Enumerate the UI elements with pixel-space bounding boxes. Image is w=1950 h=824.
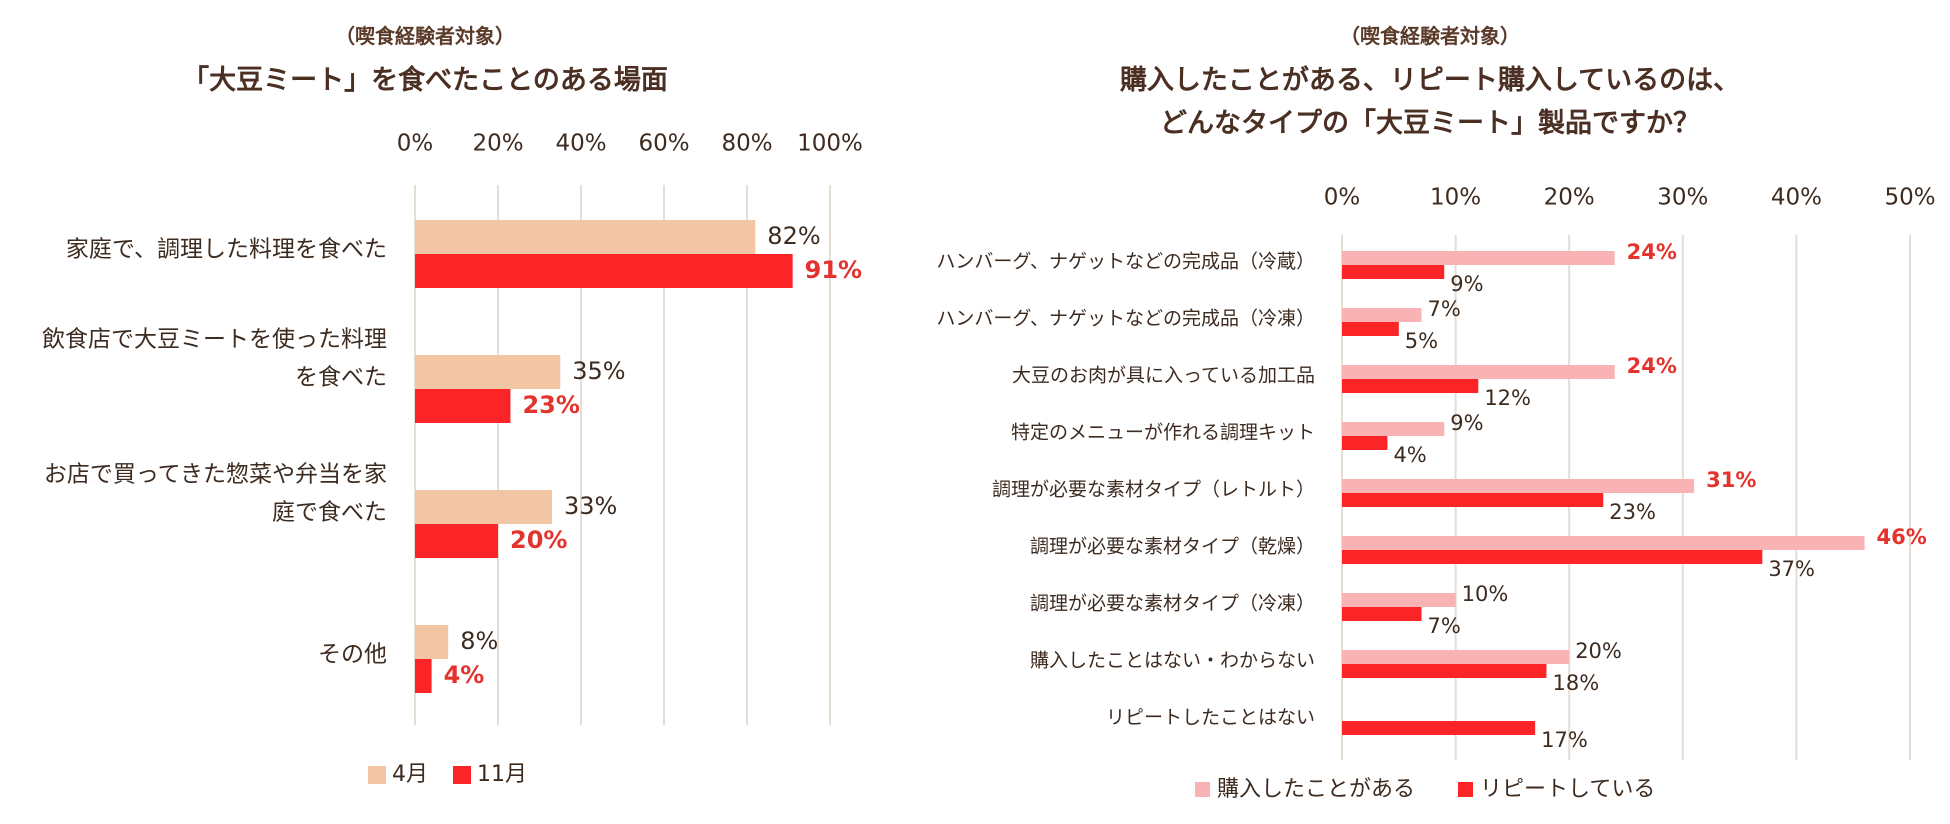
bar-november [415, 659, 432, 693]
data-label: 4% [1393, 443, 1426, 467]
bar-november [415, 524, 498, 558]
left-chart-title: 「大豆ミート」を食べたことのある場面 [182, 65, 668, 96]
x-tick-label: 40% [1771, 185, 1822, 211]
bar-repeat [1342, 493, 1604, 507]
bar-purchased [1342, 593, 1456, 607]
data-label: 24% [1627, 240, 1677, 264]
data-label: 4% [444, 661, 485, 689]
data-label: 7% [1428, 297, 1461, 321]
data-label: 12% [1484, 386, 1531, 410]
x-tick-label: 60% [638, 131, 689, 157]
data-label: 46% [1877, 525, 1927, 549]
legend-label: リピートしている [1480, 777, 1655, 802]
data-label: 20% [510, 526, 567, 554]
data-label: 33% [564, 492, 617, 520]
data-label: 82% [767, 222, 820, 250]
right-chart-title-line2: どんなタイプの「大豆ミート」製品ですか？ [1160, 108, 1700, 139]
category-label: ハンバーグ、ナゲットなどの完成品（冷蔵） [936, 251, 1315, 273]
data-label: 24% [1627, 354, 1677, 378]
data-label: 23% [1609, 500, 1656, 524]
left-chart-subtitle: （喫食経験者対象） [335, 24, 515, 48]
bar-repeat [1342, 721, 1536, 735]
bar-purchased [1342, 479, 1695, 493]
bar-repeat [1342, 607, 1422, 621]
category-label: 特定のメニューが作れる調理キット [1011, 422, 1315, 444]
data-label: 17% [1541, 728, 1588, 752]
legend-swatch [453, 766, 471, 784]
bar-repeat [1342, 322, 1399, 336]
bar-november [415, 254, 793, 288]
data-label: 8% [460, 627, 498, 655]
bar-april [415, 220, 756, 254]
x-tick-label: 40% [555, 131, 606, 157]
x-tick-label: 20% [472, 131, 523, 157]
category-label: 飲食店で大豆ミートを使った料理 [42, 327, 387, 353]
left-chart-svg: 0% 20% 40% 60% 80% 100% 家庭で、調理した料理を食べた 82% 91% 飲食… [42, 131, 863, 788]
left-chart-panel: （喫食経験者対象） 「大豆ミート」を食べたことのある場面 0% 20% 40% 60%… [0, 0, 890, 824]
data-label: 10% [1462, 582, 1509, 606]
bar-purchased [1342, 422, 1445, 436]
x-tick-label: 10% [1430, 185, 1481, 211]
data-label: 20% [1575, 639, 1622, 663]
right-chart-svg: 0% 10% 20% 30% 40% 50% ハンバーグ、ナゲットなどの完成品（冷蔵） 24%… [936, 185, 1935, 803]
data-label: 37% [1768, 557, 1815, 581]
bar-april [415, 625, 449, 659]
data-label: 23% [522, 391, 579, 419]
data-label: 9% [1450, 411, 1483, 435]
bar-repeat [1342, 436, 1388, 450]
legend-swatch [1458, 782, 1473, 797]
category-label: 大豆のお肉が具に入っている加工品 [1012, 365, 1315, 387]
category-label: を食べた [295, 365, 387, 391]
x-tick-label: 0% [1324, 185, 1361, 211]
category-label: その他 [318, 642, 387, 668]
data-label: 7% [1428, 614, 1461, 638]
bar-purchased [1342, 365, 1615, 379]
x-tick-label: 50% [1884, 185, 1935, 211]
bar-purchased [1342, 650, 1570, 664]
bar-april [415, 490, 552, 524]
bar-purchased [1342, 251, 1615, 265]
category-label: リピートしたことはない [1106, 707, 1315, 729]
category-label: 庭で食べた [272, 500, 387, 526]
legend-label: 11月 [477, 762, 527, 787]
data-label: 31% [1706, 468, 1756, 492]
x-tick-label: 20% [1544, 185, 1595, 211]
category-label: 調理が必要な素材タイプ（乾燥） [1030, 536, 1315, 558]
right-chart-title-line1: 購入したことがある、リピート購入しているのは、 [1119, 65, 1741, 96]
legend-label: 4月 [392, 762, 428, 787]
category-label: 購入したことはない・わからない [1030, 650, 1315, 672]
bar-april [415, 355, 561, 389]
legend-swatch [368, 766, 386, 784]
bar-repeat [1342, 379, 1479, 393]
right-chart-subtitle: （喫食経験者対象） [1340, 24, 1520, 48]
bar-repeat [1342, 664, 1547, 678]
right-chart-panel: （喫食経験者対象） 購入したことがある、リピート購入しているのは、 どんなタイプ… [890, 0, 1950, 824]
x-tick-label: 80% [721, 131, 772, 157]
data-label: 5% [1405, 329, 1438, 353]
legend-swatch [1195, 782, 1210, 797]
bar-purchased [1342, 536, 1865, 550]
data-label: 9% [1450, 272, 1483, 296]
category-label: 調理が必要な素材タイプ（冷凍） [1030, 593, 1315, 615]
x-tick-label: 30% [1657, 185, 1708, 211]
x-tick-label: 0% [397, 131, 434, 157]
data-label: 91% [805, 256, 862, 284]
category-label: お店で買ってきた惣菜や弁当を家 [44, 462, 387, 488]
bar-purchased [1342, 308, 1422, 322]
category-label: 家庭で、調理した料理を食べた [66, 237, 387, 263]
bar-november [415, 389, 511, 423]
data-label: 18% [1552, 671, 1599, 695]
data-label: 35% [572, 357, 625, 385]
x-tick-label: 100% [797, 131, 863, 157]
category-label: 調理が必要な素材タイプ（レトルト） [992, 479, 1315, 501]
bar-repeat [1342, 550, 1763, 564]
bar-repeat [1342, 265, 1445, 279]
legend-label: 購入したことがある [1217, 777, 1415, 802]
category-label: ハンバーグ、ナゲットなどの完成品（冷凍） [936, 308, 1315, 330]
